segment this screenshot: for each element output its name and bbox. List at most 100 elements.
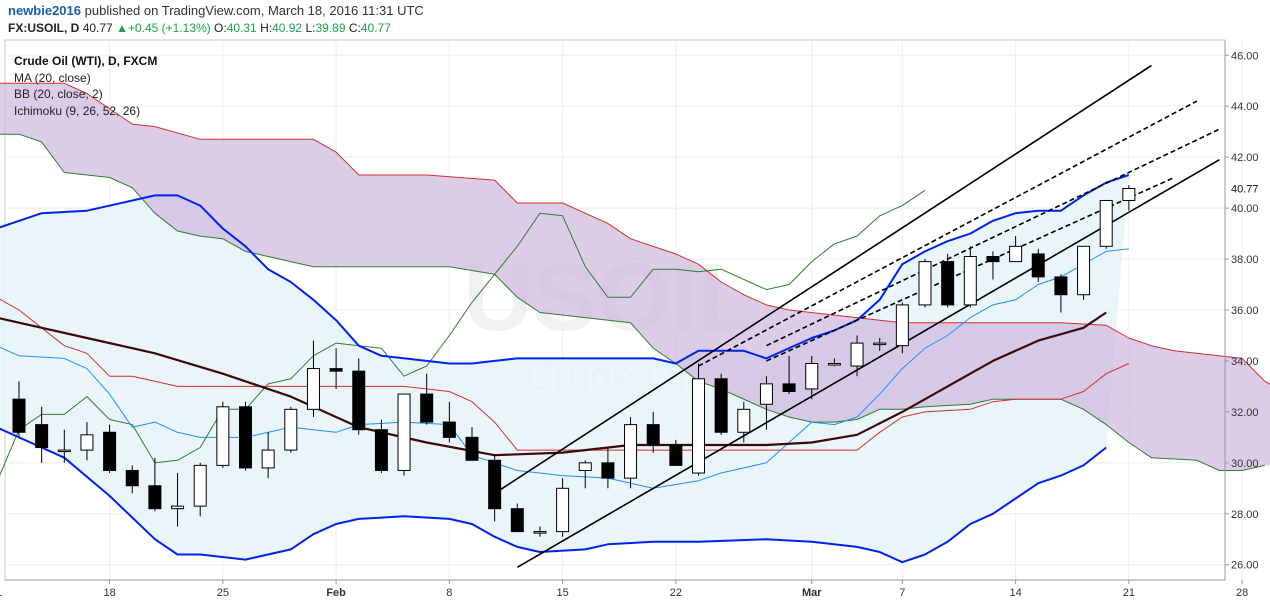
candle bbox=[239, 401, 252, 471]
candle-body bbox=[941, 261, 955, 306]
candle-body bbox=[397, 393, 411, 471]
x-tick-label: 28 bbox=[1236, 587, 1248, 599]
candle bbox=[1122, 185, 1136, 211]
candle bbox=[941, 253, 955, 308]
change-value: +0.45 (+1.13%) bbox=[127, 21, 211, 35]
candle-body bbox=[1009, 245, 1023, 263]
candle-body bbox=[442, 421, 456, 438]
username-link[interactable]: newbie2016 bbox=[8, 3, 81, 18]
candle bbox=[692, 363, 705, 476]
x-tick-label: 8 bbox=[446, 587, 452, 599]
candle bbox=[329, 348, 343, 389]
candle bbox=[488, 455, 502, 522]
candle-body bbox=[193, 464, 207, 507]
bb-fill bbox=[0, 175, 1129, 563]
candle-body bbox=[850, 342, 864, 367]
candle bbox=[171, 473, 185, 527]
candle bbox=[533, 526, 547, 537]
candle bbox=[125, 465, 139, 494]
candle bbox=[895, 302, 909, 354]
candles bbox=[12, 185, 1136, 537]
y-tick-label: 36.00 bbox=[1231, 305, 1259, 317]
publish-line: newbie2016 published on TradingView.com,… bbox=[8, 3, 424, 18]
candle bbox=[103, 424, 117, 474]
candle bbox=[284, 406, 298, 453]
candle bbox=[420, 373, 434, 425]
candle bbox=[216, 401, 230, 468]
close-label: C: bbox=[348, 21, 361, 35]
candle-body bbox=[284, 408, 298, 451]
x-tick-label: 14 bbox=[1009, 587, 1021, 599]
last-price: 40.77 bbox=[82, 21, 113, 35]
candle-body bbox=[352, 370, 366, 431]
candle-body bbox=[533, 531, 547, 534]
candle bbox=[737, 401, 751, 443]
candle-body bbox=[488, 459, 502, 510]
candle bbox=[963, 246, 977, 308]
candle-body bbox=[805, 362, 819, 390]
y-tick-label: 30.00 bbox=[1231, 458, 1259, 470]
candle bbox=[827, 358, 841, 367]
candle-body bbox=[556, 487, 570, 533]
close-value: 40.77 bbox=[360, 21, 391, 35]
candle bbox=[669, 439, 683, 466]
high-label: H: bbox=[260, 21, 273, 35]
candle bbox=[805, 355, 819, 400]
candle-body bbox=[986, 256, 1000, 263]
x-tick-label: Mar bbox=[802, 587, 822, 599]
candle bbox=[782, 355, 796, 395]
symbol-label: FX:USOIL, D bbox=[8, 21, 80, 35]
candle bbox=[1099, 199, 1113, 249]
x-tick-label: 21 bbox=[1123, 587, 1135, 599]
candle-body bbox=[918, 261, 932, 306]
legend-item-bb: BB (20, close, 2) bbox=[14, 87, 103, 101]
candle bbox=[918, 259, 932, 308]
series-line-lagging bbox=[0, 189, 926, 476]
x-tick-label: 18 bbox=[103, 587, 115, 599]
x-tick-label: 15 bbox=[556, 587, 568, 599]
candle bbox=[57, 429, 71, 463]
y-tick-label: 28.00 bbox=[1231, 509, 1259, 521]
candle-body bbox=[80, 434, 94, 451]
candle-body bbox=[669, 444, 683, 466]
candle bbox=[578, 460, 592, 489]
low-label: L: bbox=[305, 21, 316, 35]
series-line-bb-upper bbox=[0, 174, 1130, 365]
candle-body bbox=[895, 304, 909, 347]
y-tick-label: 44.00 bbox=[1231, 101, 1259, 113]
candle-body bbox=[759, 383, 773, 405]
candle bbox=[193, 462, 207, 517]
candle bbox=[556, 478, 570, 537]
open-value: 40.31 bbox=[226, 21, 257, 35]
candle-body bbox=[306, 368, 320, 410]
candle-body bbox=[329, 368, 343, 372]
candle bbox=[12, 381, 26, 438]
candle-body bbox=[827, 362, 841, 366]
candle-body bbox=[125, 469, 139, 487]
y-tick-label: 42.00 bbox=[1231, 152, 1259, 164]
candle bbox=[465, 427, 479, 461]
candle-body bbox=[1077, 245, 1091, 296]
candle-body bbox=[510, 508, 524, 533]
published-text: published on TradingView.com, March 18, … bbox=[84, 3, 424, 18]
candle-body bbox=[782, 383, 796, 393]
x-tick-label: 7 bbox=[899, 587, 905, 599]
candle bbox=[646, 411, 660, 453]
candle-body bbox=[692, 378, 705, 474]
candle bbox=[306, 340, 320, 417]
candle-body bbox=[12, 398, 26, 433]
candle bbox=[35, 406, 49, 463]
candle-body bbox=[624, 424, 638, 479]
candle-body bbox=[171, 505, 185, 510]
y-tick-label: 40.00 bbox=[1231, 203, 1259, 215]
candle-body bbox=[57, 449, 71, 453]
candle bbox=[1031, 248, 1045, 282]
candle-body bbox=[1054, 276, 1068, 296]
candle-body bbox=[239, 406, 252, 469]
series-line-span-b bbox=[0, 82, 1270, 385]
candle-body bbox=[103, 431, 117, 471]
series-line-kijun bbox=[0, 298, 1130, 451]
candle-body bbox=[1122, 188, 1136, 201]
candle-body bbox=[963, 256, 977, 306]
